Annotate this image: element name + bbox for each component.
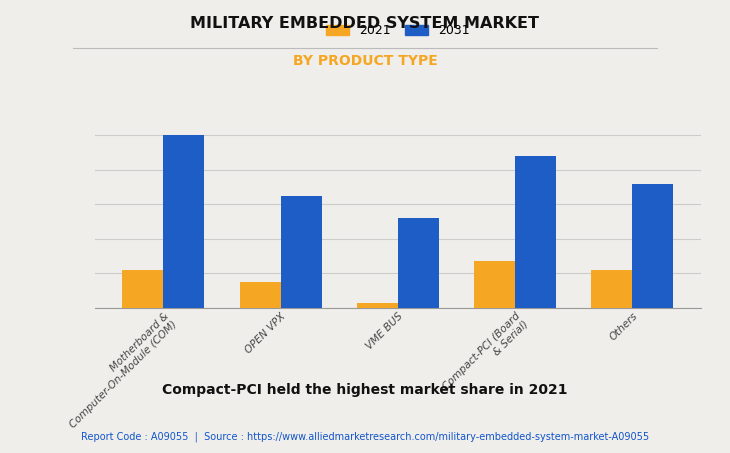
Bar <box>280 196 322 308</box>
Bar <box>398 218 439 308</box>
Text: MILITARY EMBEDDED SYSTEM MARKET: MILITARY EMBEDDED SYSTEM MARKET <box>191 16 539 31</box>
Bar <box>123 270 164 308</box>
Bar <box>474 261 515 308</box>
Text: BY PRODUCT TYPE: BY PRODUCT TYPE <box>293 54 437 68</box>
Text: Compact-PCI held the highest market share in 2021: Compact-PCI held the highest market shar… <box>162 383 568 397</box>
Bar <box>591 270 632 308</box>
Bar <box>164 135 204 308</box>
Legend: 2021, 2031: 2021, 2031 <box>321 19 474 43</box>
Bar <box>357 303 398 308</box>
Text: Report Code : A09055  |  Source : https://www.alliedmarketresearch.com/military-: Report Code : A09055 | Source : https://… <box>81 431 649 442</box>
Bar <box>515 156 556 308</box>
Bar <box>239 282 280 308</box>
Bar <box>632 183 673 308</box>
